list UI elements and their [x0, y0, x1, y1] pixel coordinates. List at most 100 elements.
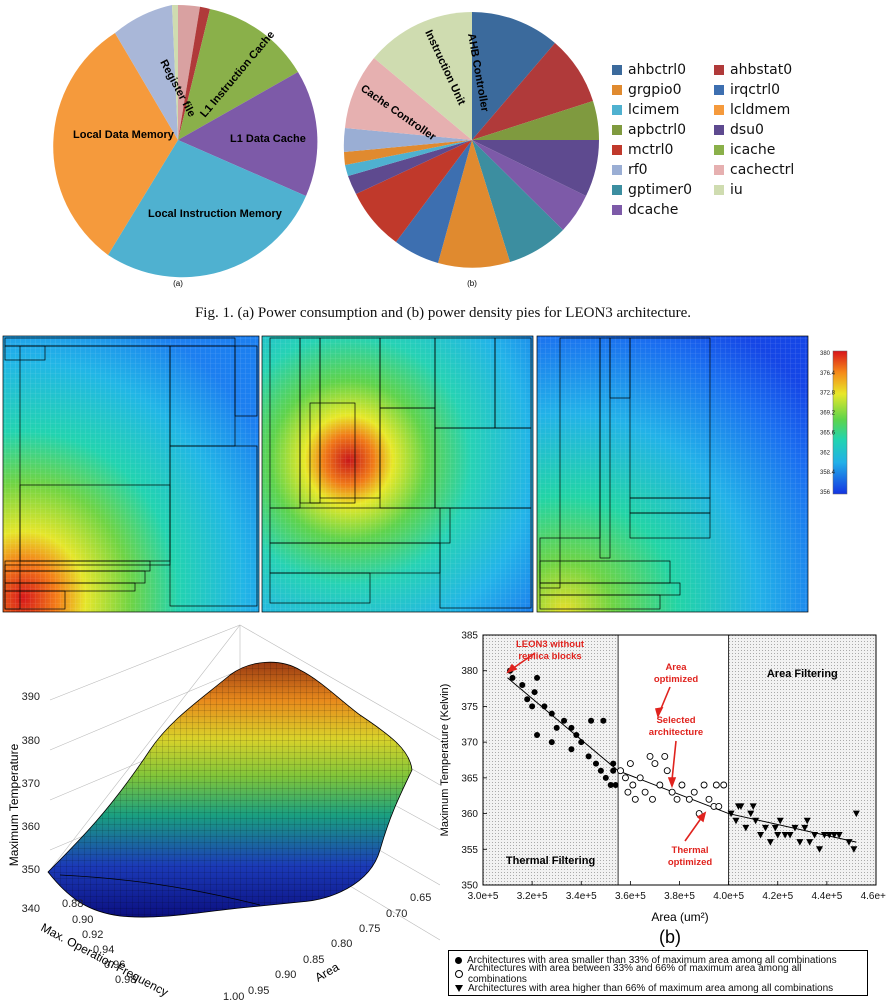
colorbar-tick: 376.4 — [820, 371, 836, 377]
point-medium-area — [663, 767, 671, 775]
scatter-legend: Architectures with area smaller than 33%… — [448, 950, 868, 996]
point-medium-area — [649, 795, 656, 803]
thermal-map-b — [261, 335, 534, 613]
point-large-area — [742, 824, 750, 832]
legend-item-lcldmem: lcldmem — [714, 102, 790, 118]
point-medium-area — [629, 781, 637, 789]
svg-text:0.75: 0.75 — [359, 923, 380, 935]
point-large-area — [803, 817, 811, 825]
point-medium-area — [700, 781, 708, 789]
x-tick-label: 4.4e+5 — [811, 891, 842, 902]
pie-b-slice-iu — [374, 12, 472, 140]
legend-label: dcache — [628, 202, 679, 218]
legend-swatch — [714, 125, 724, 135]
point-small-area — [568, 724, 575, 731]
pie-a-slice-l1-dcache — [178, 72, 318, 196]
surface-xlabel: Max. Operation Frequency — [39, 920, 171, 999]
point-small-area — [592, 760, 599, 767]
point-small-area — [573, 732, 580, 738]
legend-swatch — [612, 165, 622, 175]
filled-circle-icon — [455, 956, 462, 964]
legend-label: rf0 — [628, 162, 648, 178]
point-large-area — [774, 832, 782, 839]
point-medium-area — [705, 795, 713, 803]
point-small-area — [561, 717, 568, 724]
svg-text:340: 340 — [22, 903, 40, 915]
svg-text:0.95: 0.95 — [248, 985, 269, 997]
point-small-area — [531, 689, 538, 696]
point-medium-area — [720, 781, 728, 789]
legend-swatch — [714, 85, 724, 95]
svg-text:390: 390 — [22, 691, 40, 703]
point-small-area — [553, 724, 560, 731]
legend-item-cachectrl: cachectrl — [714, 162, 794, 178]
scatter-ylabel: Maximum Temperature (Kelvin) — [440, 684, 451, 837]
scatter-legend-item-large: Architectures with area higher than 66% … — [455, 981, 861, 995]
legend-label: lcldmem — [730, 102, 791, 118]
pie-a-subcaption: (a) — [173, 279, 183, 288]
point-small-area — [597, 767, 604, 774]
pie-a: Register file L1 Instruction Cache L1 Da… — [53, 4, 318, 288]
point-small-area — [534, 732, 541, 738]
pie-legend: ahbctrl0 ahbstat0 grgpio0 irqctrl0 lcimem lcl… — [612, 62, 802, 222]
point-small-area — [585, 753, 592, 760]
legend-label: ahbctrl0 — [628, 62, 687, 78]
point-small-area — [607, 782, 614, 788]
point-small-area — [612, 782, 619, 788]
point-medium-area — [685, 795, 693, 803]
point-small-area — [568, 746, 575, 753]
point-large-area — [766, 839, 774, 846]
legend-item-apbctrl0: apbctrl0 — [612, 122, 686, 138]
x-tick-label: 4.6e+5 — [861, 891, 886, 902]
point-medium-area — [673, 795, 681, 803]
legend-item-ahbctrl0: ahbctrl0 — [612, 62, 686, 78]
annot-leon3-l2: replica blocks — [518, 651, 581, 662]
point-medium-area — [631, 795, 639, 803]
thermal-colorbar: 380 376.4 372.8 369.2 365.6 362 358.4 356 — [820, 350, 848, 496]
point-medium-area — [690, 788, 698, 796]
point-small-area — [519, 682, 526, 688]
point-medium-area — [624, 788, 632, 796]
legend-item-dsu0: dsu0 — [714, 122, 764, 138]
point-small-area — [548, 739, 555, 746]
legend-swatch — [612, 125, 622, 135]
svg-text:0.98: 0.98 — [115, 974, 136, 986]
point-medium-area — [678, 781, 686, 789]
x-tick-label: 3.0e+5 — [468, 891, 499, 902]
point-large-area — [801, 824, 809, 832]
svg-text:0.92: 0.92 — [82, 929, 103, 941]
point-medium-area — [668, 788, 676, 796]
svg-text:0.94: 0.94 — [93, 944, 114, 956]
legend-item-dcache: dcache — [612, 202, 678, 218]
point-large-area — [830, 832, 838, 839]
pie-a-slice-rf — [115, 5, 178, 140]
point-large-area — [796, 839, 804, 846]
y-tick-label: 385 — [461, 631, 478, 642]
point-large-area — [845, 839, 853, 846]
thermal-maps: 380 376.4 372.8 369.2 365.6 362 358.4 356 — [2, 335, 848, 613]
scatter-region-label: Area Filtering — [767, 668, 838, 680]
y-tick-label: 380 — [461, 666, 478, 677]
legend-label: apbctrl0 — [628, 122, 687, 138]
surface-zlabel: Maximum Temperature — [7, 743, 21, 866]
colorbar-tick: 356 — [820, 490, 831, 496]
legend-label: cachectrl — [730, 162, 795, 178]
surface-y-ticks: 0.95 0.90 0.85 0.80 0.75 0.70 0.65 — [248, 892, 431, 997]
colorbar-tick: 358.4 — [820, 470, 836, 476]
legend-item-gptimer0: gptimer0 — [612, 182, 692, 198]
point-small-area — [541, 703, 548, 710]
legend-swatch — [612, 185, 622, 195]
figure-caption: Fig. 1. (a) Power consumption and (b) po… — [194, 305, 692, 321]
svg-text:380: 380 — [22, 735, 40, 747]
point-small-area — [610, 767, 617, 774]
pie-b-subcaption: (b) — [467, 279, 477, 288]
svg-text:0.80: 0.80 — [331, 938, 352, 950]
point-large-area — [786, 832, 794, 839]
annot-area-l1: Area — [665, 662, 687, 673]
point-small-area — [548, 710, 555, 717]
scatter-legend-item-small: Architectures with area smaller than 33%… — [455, 953, 861, 967]
svg-text:0.96: 0.96 — [104, 959, 125, 971]
point-small-area — [600, 717, 607, 724]
point-small-area — [578, 739, 585, 746]
annot-leon3-l1: LEON3 without — [516, 639, 585, 650]
